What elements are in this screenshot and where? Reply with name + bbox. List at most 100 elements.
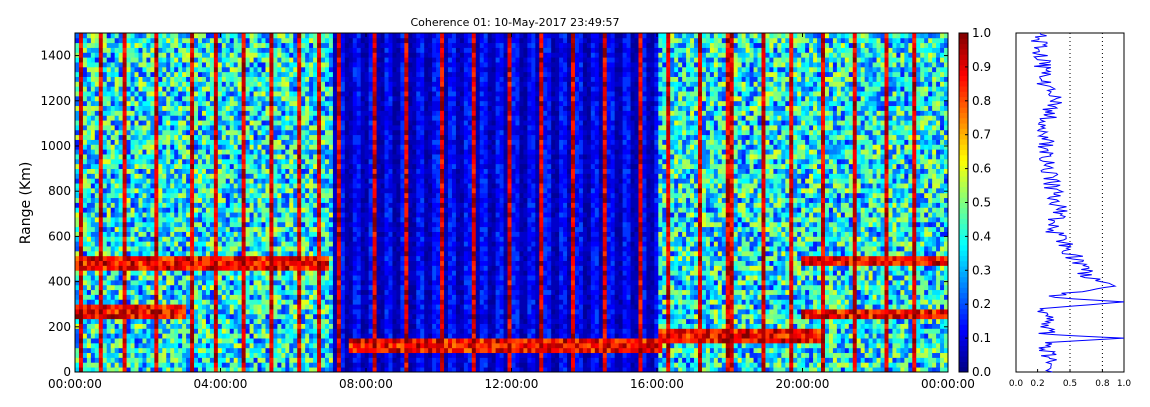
heatmap-cell [194, 125, 199, 131]
heatmap-cell [277, 57, 282, 63]
heatmap-cell [277, 163, 282, 169]
heatmap-cell [261, 284, 266, 291]
heatmap-cell [213, 255, 219, 262]
heatmap-cell [126, 168, 131, 174]
heatmap-cell [241, 284, 247, 291]
heatmap-cell [110, 66, 116, 73]
heatmap-cell [170, 62, 175, 68]
heatmap-cell [75, 76, 80, 82]
heatmap-cell [225, 279, 231, 286]
heatmap-cell [94, 120, 100, 126]
heatmap-cell [356, 362, 362, 368]
heatmap-cell [340, 163, 346, 169]
heatmap-cell [253, 158, 258, 165]
heatmap-cell [325, 66, 330, 73]
heatmap-cell [321, 47, 326, 53]
heatmap-cell [321, 129, 326, 136]
heatmap-cell [166, 279, 171, 286]
heatmap-cell [134, 318, 139, 324]
heatmap-cell [190, 342, 195, 349]
heatmap-cell [221, 342, 227, 349]
heatmap-cell [376, 158, 381, 165]
heatmap-cell [340, 275, 346, 281]
heatmap-cell [182, 255, 187, 262]
heatmap-cell [75, 289, 80, 295]
heatmap-cell [158, 284, 163, 295]
heatmap-cell [78, 95, 84, 102]
heatmap-cell [150, 115, 155, 131]
heatmap-cell [344, 299, 350, 310]
heatmap-cell [166, 318, 171, 324]
heatmap-cell [289, 255, 294, 262]
heatmap-cell [86, 221, 92, 228]
heatmap-cell [328, 173, 334, 179]
heatmap-cell [241, 197, 247, 203]
heatmap-cell [182, 362, 187, 368]
heatmap-cell [205, 52, 211, 58]
heatmap-cell [78, 110, 84, 116]
heatmap-cell [162, 57, 167, 63]
heatmap-cell [309, 134, 314, 140]
heatmap-cell [150, 212, 155, 218]
heatmap-cell [384, 367, 389, 373]
heatmap-cell [194, 352, 199, 358]
heatmap-cell [277, 66, 282, 73]
heatmap-cell [102, 144, 108, 150]
heatmap-cell [336, 115, 342, 121]
heatmap-cell [94, 362, 100, 368]
heatmap-cell [138, 246, 143, 252]
heatmap-cell [261, 134, 266, 140]
heatmap-cell [348, 333, 354, 339]
heatmap-cell [138, 57, 143, 63]
heatmap-cell [364, 158, 370, 165]
heatmap-cell [209, 149, 215, 155]
heatmap-cell [82, 333, 88, 339]
heatmap-cell [249, 154, 254, 160]
heatmap-cell [110, 250, 116, 257]
heatmap-cell [245, 265, 250, 271]
heatmap-cell [285, 279, 290, 286]
heatmap-cell [364, 328, 370, 334]
heatmap-cell [305, 163, 310, 169]
heatmap-cell [321, 333, 326, 339]
heatmap-cell [277, 173, 282, 179]
heatmap-cell [340, 110, 346, 116]
heatmap-cell [102, 318, 108, 324]
heatmap-cell [118, 120, 124, 126]
heatmap-cell [245, 91, 250, 97]
heatmap-cell [340, 42, 346, 53]
heatmap-cell [273, 294, 278, 300]
heatmap-cell [198, 71, 203, 77]
heatmap-cell [174, 71, 179, 77]
heatmap-cell [110, 333, 116, 339]
heatmap-cell [332, 187, 338, 199]
heatmap-cell [281, 163, 286, 169]
heatmap-cell [344, 81, 350, 92]
heatmap-cell [249, 347, 254, 354]
heatmap-cell [142, 100, 147, 107]
heatmap-cell [82, 328, 88, 334]
heatmap-cell [356, 270, 362, 276]
heatmap-cell [277, 255, 282, 262]
heatmap-cell [225, 95, 231, 102]
heatmap-cell [130, 309, 135, 315]
heatmap-cell [265, 149, 270, 155]
heatmap-cell [82, 357, 88, 363]
heatmap-cell [265, 265, 270, 271]
heatmap-cell [269, 294, 274, 300]
heatmap-cell [293, 163, 298, 169]
heatmap-cell [201, 338, 207, 344]
heatmap-cell [376, 270, 381, 281]
heatmap-cell [186, 318, 191, 324]
heatmap-cell [138, 110, 143, 116]
heatmap-cell [229, 318, 235, 329]
heatmap-cell [154, 347, 159, 354]
heatmap-cell [178, 207, 183, 213]
heatmap-cell [336, 231, 342, 237]
heatmap-cell [174, 318, 179, 324]
heatmap-cell [154, 294, 159, 300]
heatmap-cell [261, 357, 266, 363]
heatmap-cell [321, 275, 326, 281]
heatmap-cell [114, 42, 120, 48]
heatmap-cell [225, 294, 231, 300]
